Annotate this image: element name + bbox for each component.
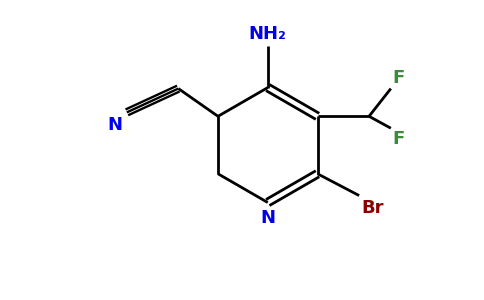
Text: Br: Br xyxy=(361,199,384,217)
Text: F: F xyxy=(393,69,405,87)
Text: NH₂: NH₂ xyxy=(249,25,287,43)
Text: N: N xyxy=(107,116,122,134)
Text: N: N xyxy=(260,209,275,227)
Text: F: F xyxy=(393,130,405,148)
